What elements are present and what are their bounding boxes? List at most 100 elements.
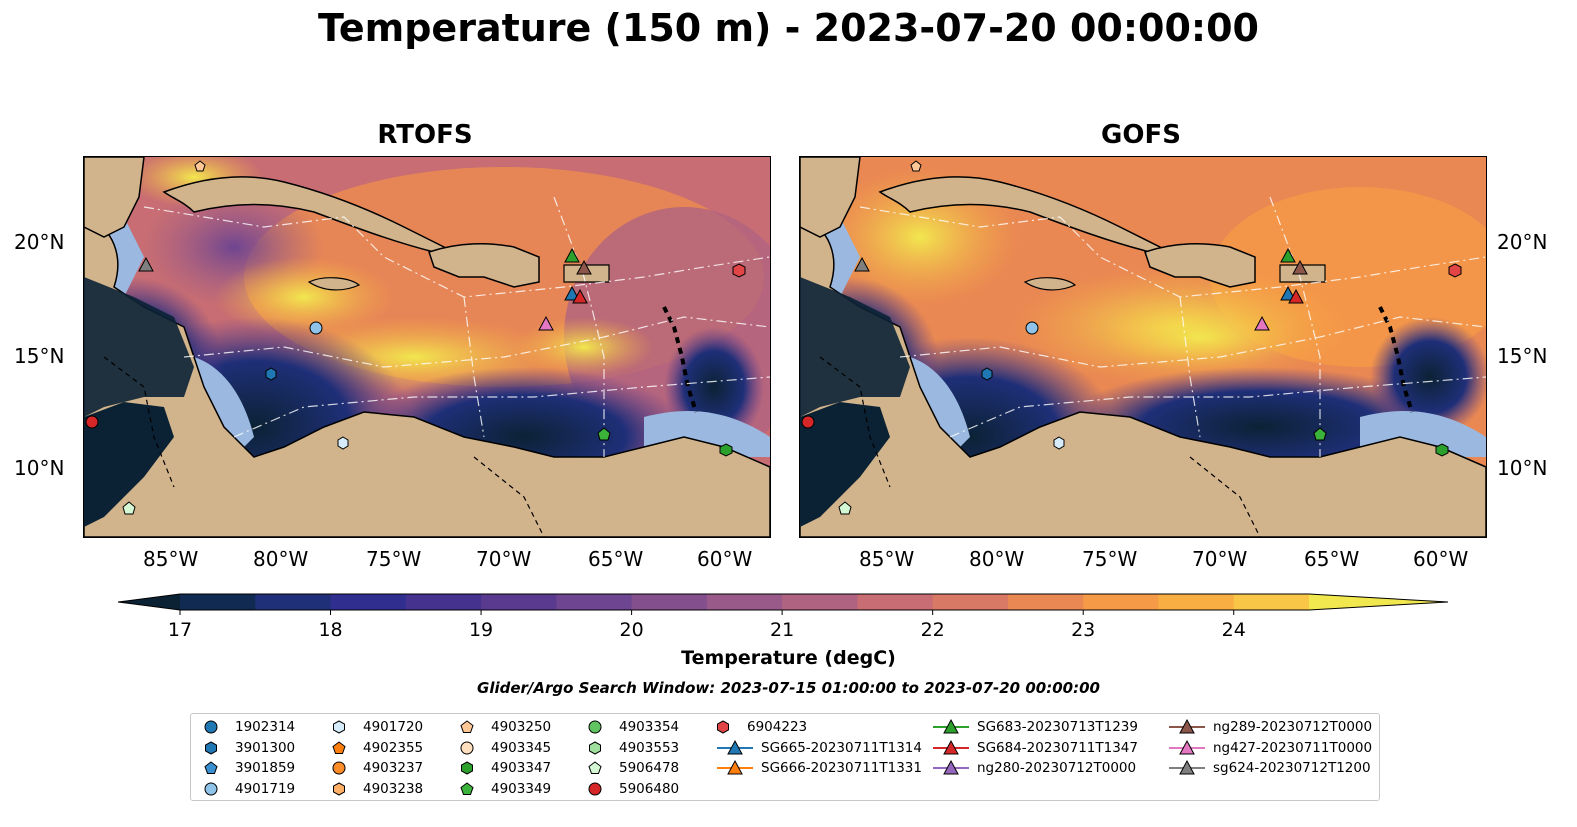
legend-item-label: 4903250 xyxy=(491,719,552,735)
lat-tick-label: 10°N xyxy=(1497,456,1548,480)
colorbar-tick-label: 24 xyxy=(1222,619,1246,641)
pentagon-marker-icon xyxy=(588,761,602,774)
map-panel-gofs[interactable] xyxy=(799,156,1487,538)
marker-4901720[interactable] xyxy=(1053,436,1065,450)
colorbar-bin xyxy=(481,594,557,610)
legend-item-label: 6904223 xyxy=(747,719,808,735)
marker-sg665[interactable] xyxy=(564,285,580,301)
marker-sg684[interactable] xyxy=(572,288,588,304)
marker-4901719[interactable] xyxy=(1025,321,1039,335)
circle-marker-icon xyxy=(588,720,602,734)
marker-5906478[interactable] xyxy=(838,501,852,515)
legend-item-label: 4901720 xyxy=(363,719,424,735)
map-rtofs-canvas xyxy=(84,157,770,537)
colorbar-bin xyxy=(857,594,934,610)
legend-item-label: SG665-20230711T1314 xyxy=(761,739,922,756)
circle-marker-icon xyxy=(588,782,602,795)
lon-tick-label: 70°W xyxy=(476,547,532,571)
map-panel-rtofs[interactable] xyxy=(83,156,771,538)
legend-item-label: 4903349 xyxy=(491,780,552,797)
marker-ng427[interactable] xyxy=(538,315,554,331)
marker-4903250[interactable] xyxy=(910,160,922,172)
hexagon-marker-icon xyxy=(589,740,601,755)
lon-tick-label: 80°W xyxy=(969,547,1025,571)
colorbar-extend-min xyxy=(118,594,180,610)
marker-3901300[interactable] xyxy=(981,367,993,381)
lat-tick-label: 10°N xyxy=(14,456,65,480)
hexagon-marker-icon xyxy=(333,720,345,734)
lat-tick-label: 15°N xyxy=(14,344,65,368)
marker-5906478[interactable] xyxy=(122,501,136,515)
legend-item-label: 4903347 xyxy=(491,760,552,776)
marker-4903250[interactable] xyxy=(194,160,206,172)
colorbar-bin xyxy=(330,594,407,610)
legend-item-label: 3901300 xyxy=(235,739,296,756)
legend-item-label: ng427-20230711T0000 xyxy=(1213,739,1373,756)
legend-item-label: 4903237 xyxy=(363,760,424,776)
marker-sg684[interactable] xyxy=(1288,288,1304,304)
lat-tick-label: 20°N xyxy=(14,230,65,254)
marker-ng289[interactable] xyxy=(1292,259,1308,275)
legend-item-label: 3901859 xyxy=(235,760,296,776)
marker-sg683[interactable] xyxy=(564,247,580,263)
marker-ng289[interactable] xyxy=(576,259,592,275)
marker-6904223[interactable] xyxy=(1448,263,1462,278)
marker-4903349[interactable] xyxy=(597,427,611,441)
colorbar-tick-label: 20 xyxy=(620,619,644,641)
marker-sg683[interactable] xyxy=(1280,247,1296,263)
colorbar-tick-label: 23 xyxy=(1071,619,1095,641)
marker-5906480[interactable] xyxy=(801,415,815,429)
map-gofs-canvas xyxy=(800,157,1486,537)
marker-5906480[interactable] xyxy=(85,415,99,429)
figure-title: Temperature (150 m) - 2023-07-20 00:00:0… xyxy=(317,6,1259,50)
colorbar-bin xyxy=(1158,594,1235,610)
colorbar-outline xyxy=(117,593,1449,611)
legend-item-label: 5906478 xyxy=(619,760,680,776)
lon-tick-label: 65°W xyxy=(588,547,644,571)
marker-3901300[interactable] xyxy=(265,367,277,381)
legend-item-label: 4901719 xyxy=(235,780,296,797)
colorbar-bin xyxy=(1007,594,1084,610)
marker-4901720[interactable] xyxy=(337,436,349,450)
triangle-marker-icon xyxy=(933,739,969,754)
colorbar-bin xyxy=(180,594,256,610)
triangle-marker-icon xyxy=(1169,759,1205,775)
legend-item-label: ng289-20230712T0000 xyxy=(1213,719,1373,735)
colorbar-tick-label: 22 xyxy=(921,619,945,641)
panel-title-rtofs: RTOFS xyxy=(377,120,473,150)
hexagon-marker-icon xyxy=(333,781,345,796)
marker-sg624[interactable] xyxy=(854,256,870,272)
lon-tick-label: 75°W xyxy=(366,547,422,571)
lon-tick-label: 80°W xyxy=(253,547,309,571)
colorbar-bin xyxy=(706,594,783,610)
search-window-text: Glider/Argo Search Window: 2023-07-15 01… xyxy=(477,679,1100,697)
lon-tick-label: 85°W xyxy=(859,547,915,571)
colorbar-tick-label: 19 xyxy=(469,619,493,641)
triangle-marker-icon xyxy=(933,759,969,775)
colorbar-bin xyxy=(782,594,858,610)
triangle-marker-icon xyxy=(717,759,753,775)
marker-sg624[interactable] xyxy=(138,256,154,272)
colorbar-tick-label: 17 xyxy=(168,619,192,641)
pentagon-marker-icon xyxy=(204,761,218,774)
hexagon-marker-icon xyxy=(717,720,729,734)
marker-4903347[interactable] xyxy=(1435,443,1449,457)
legend-item-label: 5906480 xyxy=(619,780,680,797)
marker-6904223[interactable] xyxy=(732,263,746,278)
marker-sg665[interactable] xyxy=(1280,285,1296,301)
colorbar-tick-label: 21 xyxy=(770,619,794,641)
colorbar-bin xyxy=(1083,594,1159,610)
triangle-marker-icon xyxy=(933,718,969,734)
lon-tick-label: 65°W xyxy=(1304,547,1360,571)
panel-title-gofs: GOFS xyxy=(1101,120,1181,150)
marker-4901719[interactable] xyxy=(309,321,323,335)
marker-4903349[interactable] xyxy=(1313,427,1327,441)
marker-ng427[interactable] xyxy=(1254,315,1270,331)
marker-4903347[interactable] xyxy=(719,443,733,457)
circle-marker-icon xyxy=(204,782,218,795)
lat-tick-label: 20°N xyxy=(1497,230,1548,254)
triangle-marker-icon xyxy=(1169,718,1205,734)
triangle-marker-icon xyxy=(717,739,753,754)
hexagon-marker-icon xyxy=(205,740,217,755)
colorbar-bin xyxy=(556,594,633,610)
